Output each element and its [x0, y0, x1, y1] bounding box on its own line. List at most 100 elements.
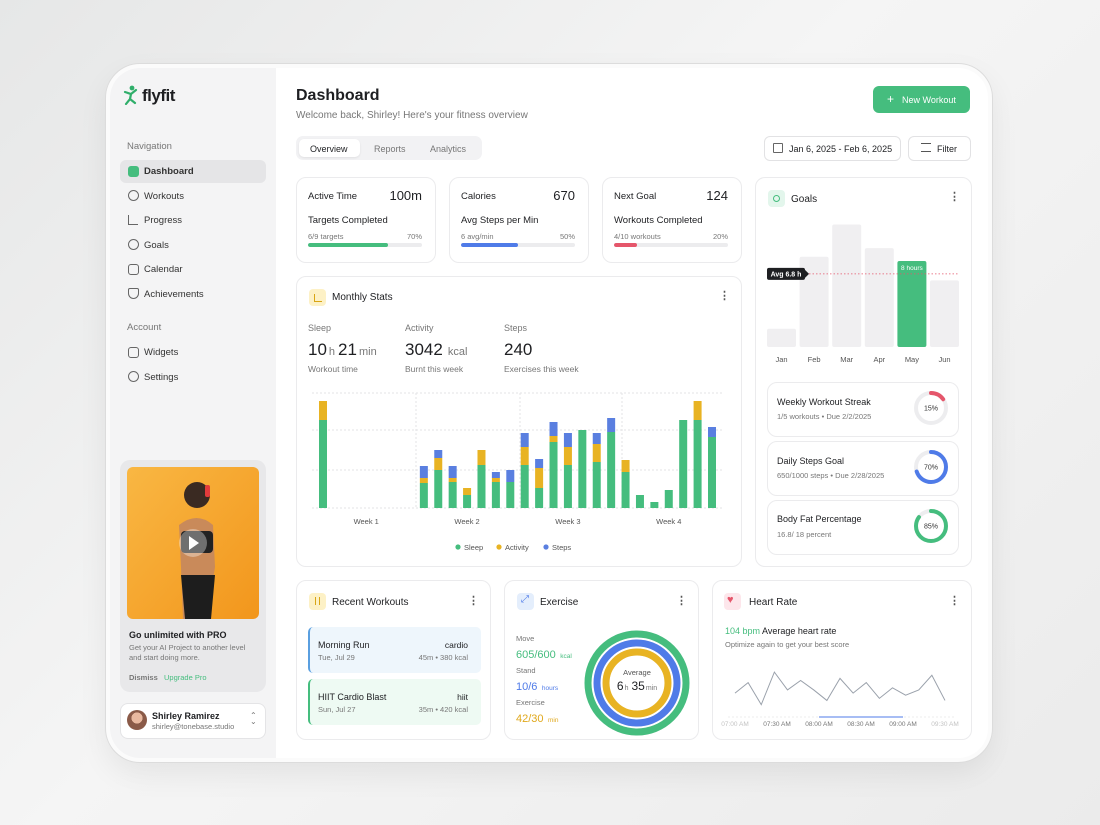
tab[interactable]: Overview — [310, 144, 348, 154]
active-tab — [299, 139, 360, 157]
nav-item[interactable]: Widgets — [144, 347, 179, 358]
nav-icon — [128, 190, 139, 201]
stat-card — [296, 177, 436, 263]
exercise-label: Exercise — [516, 698, 545, 707]
dismiss[interactable]: Dismiss — [129, 673, 158, 682]
workout-item[interactable] — [308, 679, 481, 725]
stat-value: 670 — [553, 188, 575, 203]
menu[interactable]: ⋮ — [949, 595, 960, 607]
card-title: Monthly Stats — [332, 292, 393, 303]
workout-detail: 45m • 380 kcal — [418, 653, 468, 662]
center-label: Average — [623, 668, 651, 677]
value: 42/30 — [516, 713, 544, 725]
filter-icon — [921, 143, 931, 152]
stat-label: Next Goal — [614, 191, 657, 202]
workout-date: Sun, Jul 27 — [318, 705, 356, 714]
metric-label: Activity — [405, 323, 434, 333]
account-heading: Account — [127, 322, 162, 333]
upgrade[interactable]: Upgrade Pro — [164, 673, 207, 682]
stat-detail: 6 avg/min — [461, 232, 494, 241]
filter-button[interactable] — [908, 136, 971, 161]
menu[interactable]: ⋮ — [949, 191, 960, 203]
unit: min — [358, 346, 377, 358]
progress-fill — [461, 243, 518, 247]
goal-card — [767, 382, 959, 437]
goal-detail: 1/5 workouts • Due 2/2/2025 — [777, 412, 872, 421]
heart-hint: Optimize again to get your best score — [725, 640, 850, 649]
plus-icon: + — [887, 92, 895, 106]
metric-value: 3042 kcal — [405, 340, 470, 360]
goal-card — [767, 441, 959, 496]
card-icon-glyph: ⤢ — [521, 594, 529, 605]
heart-summary: 104 bpm Average heart rate — [725, 626, 836, 636]
number: 240 — [504, 340, 533, 359]
user-box[interactable] — [120, 703, 266, 739]
value: 10/6 — [516, 681, 538, 693]
unit: h — [328, 346, 336, 358]
number: 35 — [631, 679, 645, 693]
nav-item[interactable]: Progress — [144, 215, 183, 226]
number: 6 — [616, 679, 624, 693]
unit: hours — [541, 685, 559, 692]
card-icon — [517, 593, 534, 610]
nav-item[interactable]: Calendar — [144, 264, 183, 275]
nav-icon — [128, 264, 139, 275]
date-picker[interactable] — [764, 136, 901, 161]
nav-item[interactable]: Goals — [144, 240, 169, 251]
calendar-icon — [773, 143, 783, 153]
value: 605/600 — [516, 649, 556, 661]
stat-value: 100m — [389, 188, 422, 203]
card-title: Recent Workouts — [332, 597, 409, 608]
workout-date: Tue, Jul 29 — [318, 653, 355, 662]
page-title: Dashboard — [296, 87, 380, 104]
promo-image — [127, 467, 259, 619]
heart-value: 104 bpm — [725, 626, 761, 636]
number: 3042 — [405, 340, 443, 359]
tab[interactable]: Reports — [374, 144, 406, 154]
exercise-label: Move — [516, 634, 535, 643]
monthly-card — [296, 276, 742, 567]
workout-name: Morning Run — [318, 640, 370, 650]
workout-type: hiit — [457, 692, 468, 702]
progress-track — [614, 243, 728, 247]
stat-label: Active Time — [308, 191, 358, 202]
stat-card — [449, 177, 589, 263]
stat-sublabel: Workouts Completed — [614, 215, 703, 226]
metric-caption: Exercises this week — [504, 364, 579, 374]
tab[interactable]: Analytics — [430, 144, 467, 154]
stat-sublabel: Targets Completed — [308, 215, 388, 226]
nav-icon — [128, 215, 138, 225]
unit: h — [624, 685, 629, 692]
nav-icon — [128, 347, 139, 358]
promo-title: Go unlimited with PRO — [129, 630, 227, 640]
menu[interactable]: ⋮ — [676, 595, 687, 607]
nav-icon — [128, 288, 139, 299]
card-title: Exercise — [540, 597, 579, 608]
unit: min — [645, 685, 658, 692]
nav-item[interactable]: Dashboard — [144, 166, 194, 177]
exercise-label: Stand — [516, 666, 536, 675]
unit: min — [547, 717, 559, 724]
progress-fill — [308, 243, 388, 247]
filter-label: Filter — [937, 144, 957, 154]
metric-value: 240 — [504, 340, 532, 360]
nav-item[interactable]: Achievements — [144, 289, 204, 300]
new-workout-button[interactable] — [873, 86, 970, 113]
stat-percent: 20% — [712, 232, 728, 241]
number: 10 — [308, 340, 327, 359]
card-title: Heart Rate — [749, 597, 798, 608]
menu[interactable]: ⋮ — [468, 595, 479, 607]
metric-label: Sleep — [308, 323, 332, 333]
nav-item[interactable]: Workouts — [144, 191, 184, 202]
nav-item[interactable]: Settings — [144, 372, 179, 383]
stat-sublabel: Avg Steps per Min — [461, 215, 539, 226]
goal-detail: 16.8/ 18 percent — [777, 530, 832, 539]
card-icon — [309, 593, 326, 610]
metric-value: 10 h 21 min — [308, 340, 380, 360]
nav-icon — [128, 371, 139, 382]
goal-title: Weekly Workout Streak — [777, 397, 871, 407]
workout-item[interactable] — [308, 627, 481, 673]
stat-percent: 50% — [559, 232, 575, 241]
menu[interactable]: ⋮ — [719, 290, 730, 302]
